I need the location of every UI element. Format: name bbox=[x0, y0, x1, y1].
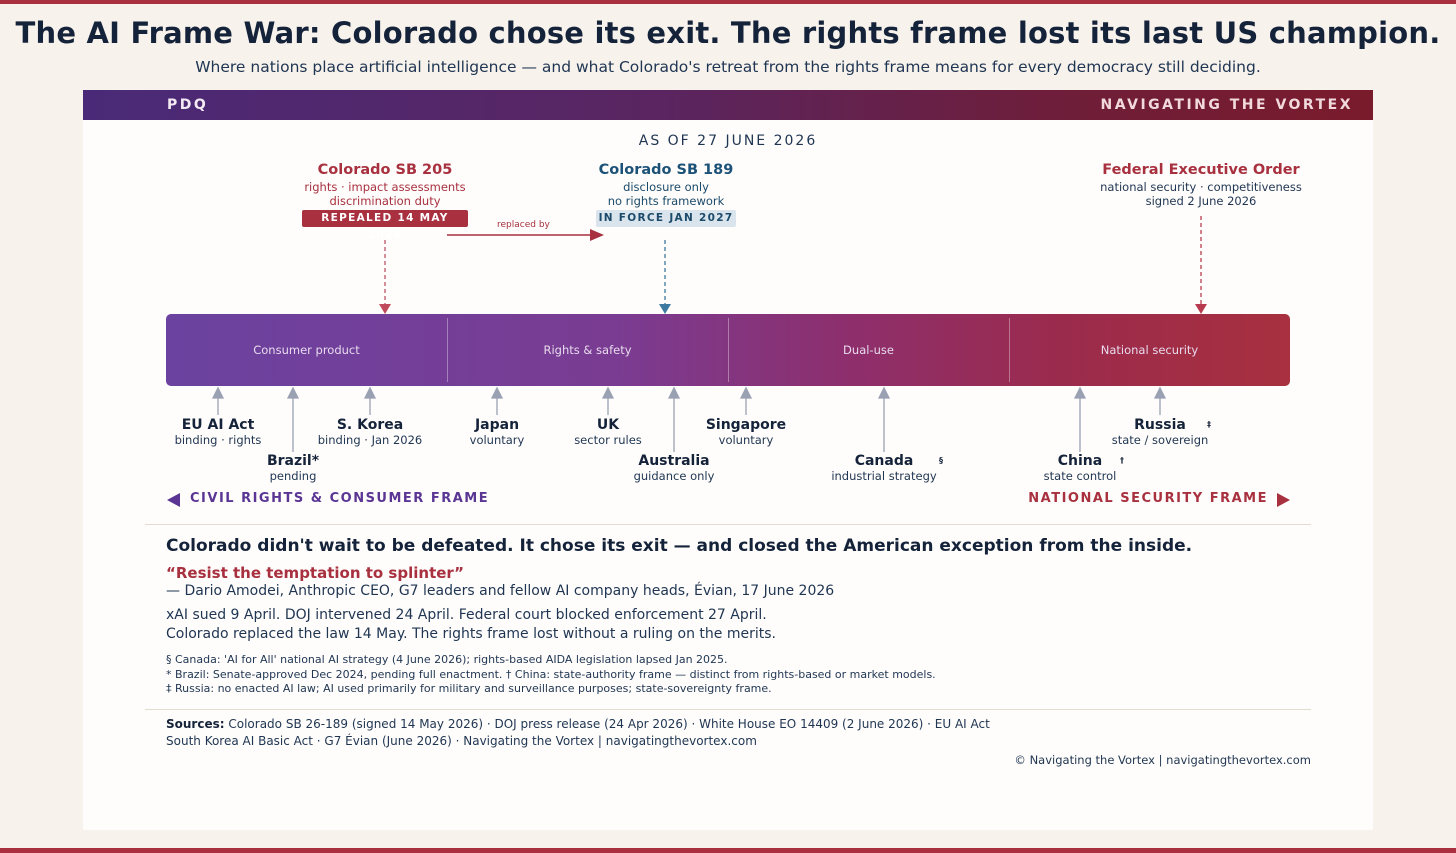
country-detail: guidance only bbox=[633, 469, 715, 483]
country-eu: EU AI Act binding · rights bbox=[138, 417, 298, 447]
segment-rights-safety: Rights & safety bbox=[543, 343, 632, 357]
repealed-badge: REPEALED 14 MAY 2026 bbox=[302, 210, 468, 241]
country-name: Australia bbox=[638, 453, 710, 469]
country-name: UK bbox=[596, 417, 620, 433]
china-footnote-mark: † bbox=[1120, 456, 1124, 465]
segment-national-security: National security bbox=[1100, 343, 1199, 357]
country-uk: UK sector rules bbox=[528, 417, 688, 447]
narrative-line-1: xAI sued 9 April. DOJ intervened 24 Apri… bbox=[166, 607, 767, 623]
banner-brand: PDQ bbox=[167, 97, 209, 113]
callout-sb205-title: Colorado SB 205 bbox=[317, 162, 453, 178]
in-force-badge: IN FORCE JAN 2027 bbox=[596, 210, 736, 227]
country-japan: Japan voluntary bbox=[417, 417, 577, 447]
country-detail: binding · Jan 2026 bbox=[317, 433, 423, 447]
canada-pointer-head bbox=[877, 386, 891, 399]
narrative-line-2: Colorado replaced the law 14 May. The ri… bbox=[166, 626, 776, 642]
national-security-frame-label: NATIONAL SECURITY FRAME bbox=[1028, 491, 1268, 506]
frame-spectrum-bar: Consumer product Rights & safety Dual-us… bbox=[166, 314, 1290, 386]
china-pointer-head bbox=[1073, 386, 1087, 399]
as-of-date: AS OF 27 JUNE 2026 bbox=[638, 133, 818, 149]
country-detail: pending bbox=[269, 469, 317, 483]
footnote-russia: ‡ Russia: no enacted AI law; AI used pri… bbox=[166, 682, 772, 695]
header-banner: PDQ NAVIGATING THE VORTEX bbox=[83, 90, 1373, 120]
country-name: Japan bbox=[474, 417, 520, 433]
left-frame-arrow-icon bbox=[167, 493, 180, 507]
segment-dual-use: Dual-use bbox=[843, 343, 894, 357]
callout-federal-title: Federal Executive Order bbox=[1102, 162, 1300, 178]
body-headline: Colorado didn't wait to be defeated. It … bbox=[166, 536, 1193, 556]
callout-federal-line1: national security · competitiveness bbox=[1100, 180, 1302, 194]
section-divider bbox=[145, 524, 1311, 525]
pull-quote: “Resist the temptation to splinter” bbox=[166, 564, 464, 582]
country-name: Canada bbox=[854, 453, 914, 469]
uk-pointer-head bbox=[601, 386, 615, 399]
country-detail: binding · rights bbox=[174, 433, 262, 447]
callout-sb205: Colorado SB 205 rights · impact assessme… bbox=[285, 162, 485, 208]
callout-sb189: Colorado SB 189 disclosure only no right… bbox=[566, 162, 766, 208]
callout-federal-eo: Federal Executive Order national securit… bbox=[1061, 162, 1341, 208]
segment-divider bbox=[728, 318, 729, 382]
country-detail: state control bbox=[1043, 469, 1117, 483]
country-detail: sector rules bbox=[574, 433, 642, 447]
country-detail: state / sovereign bbox=[1111, 433, 1209, 447]
quote-attribution: — Dario Amodei, Anthropic CEO, G7 leader… bbox=[166, 583, 835, 599]
country-china: China state control bbox=[1000, 453, 1160, 483]
callout-sb189-title: Colorado SB 189 bbox=[598, 162, 734, 178]
country-name: Russia bbox=[1134, 417, 1186, 433]
callout-sb205-line1: rights · impact assessments bbox=[304, 180, 466, 194]
singapore-pointer-head bbox=[739, 386, 753, 399]
russia-pointer-head bbox=[1153, 386, 1167, 399]
page-subtitle: Where nations place artificial intellige… bbox=[195, 58, 1261, 76]
sb205-pointer-head bbox=[379, 304, 391, 314]
sources-line-2: South Korea AI Basic Act · G7 Évian (Jun… bbox=[166, 734, 757, 748]
callout-sb189-line2: no rights framework bbox=[607, 194, 725, 208]
page-title: The AI Frame War: Colorado chose its exi… bbox=[15, 16, 1441, 50]
bottom-accent-bar bbox=[0, 848, 1456, 853]
eu-pointer-head bbox=[211, 386, 225, 399]
replaced-by-label: replaced by bbox=[497, 220, 550, 230]
section-divider bbox=[145, 709, 1311, 710]
top-accent-bar bbox=[0, 0, 1456, 4]
sources-label: Sources: bbox=[166, 717, 225, 731]
country-name: Singapore bbox=[705, 417, 787, 433]
country-brazil: Brazil* pending bbox=[213, 453, 373, 483]
korea-pointer-head bbox=[363, 386, 377, 399]
segment-consumer-product: Consumer product bbox=[253, 343, 360, 357]
callout-sb205-line2: discrimination duty bbox=[329, 194, 441, 208]
footnote-brazil-china: * Brazil: Senate-approved Dec 2024, pend… bbox=[166, 668, 936, 681]
country-russia: Russia state / sovereign bbox=[1080, 417, 1240, 447]
sources-line-1: Sources: Colorado SB 26-189 (signed 14 M… bbox=[166, 717, 990, 731]
country-singapore: Singapore voluntary bbox=[666, 417, 826, 447]
footnote-canada: § Canada: 'AI for All' national AI strat… bbox=[166, 653, 728, 666]
civil-rights-frame-label: CIVIL RIGHTS & CONSUMER FRAME bbox=[190, 491, 490, 506]
segment-divider bbox=[447, 318, 448, 382]
japan-pointer-head bbox=[490, 386, 504, 399]
sb189-pointer-head bbox=[659, 304, 671, 314]
country-australia: Australia guidance only bbox=[594, 453, 754, 483]
country-canada: Canada industrial strategy bbox=[804, 453, 964, 483]
country-name: China bbox=[1057, 453, 1103, 469]
country-name: EU AI Act bbox=[181, 417, 255, 433]
replaced-by-arrowhead bbox=[590, 229, 604, 241]
sources-text-1: Colorado SB 26-189 (signed 14 May 2026) … bbox=[228, 717, 990, 731]
country-south-korea: S. Korea binding · Jan 2026 bbox=[290, 417, 450, 447]
country-name: S. Korea bbox=[336, 417, 404, 433]
country-name: Brazil* bbox=[266, 453, 320, 469]
australia-pointer-head bbox=[667, 386, 681, 399]
banner-publication: NAVIGATING THE VORTEX bbox=[1100, 97, 1353, 113]
callout-sb189-line1: disclosure only bbox=[623, 180, 709, 194]
segment-divider bbox=[1009, 318, 1010, 382]
callout-federal-line2: signed 2 June 2026 bbox=[1145, 194, 1257, 208]
right-frame-arrow-icon bbox=[1277, 493, 1290, 507]
copyright-notice: © Navigating the Vortex | navigatingthev… bbox=[1014, 753, 1311, 767]
country-detail: industrial strategy bbox=[831, 469, 937, 483]
country-detail: voluntary bbox=[718, 433, 774, 447]
brazil-pointer-head bbox=[286, 386, 300, 399]
canada-footnote-mark: § bbox=[939, 456, 943, 465]
federal-pointer-head bbox=[1195, 304, 1207, 314]
country-detail: voluntary bbox=[469, 433, 525, 447]
russia-footnote-mark: ‡ bbox=[1207, 420, 1211, 429]
